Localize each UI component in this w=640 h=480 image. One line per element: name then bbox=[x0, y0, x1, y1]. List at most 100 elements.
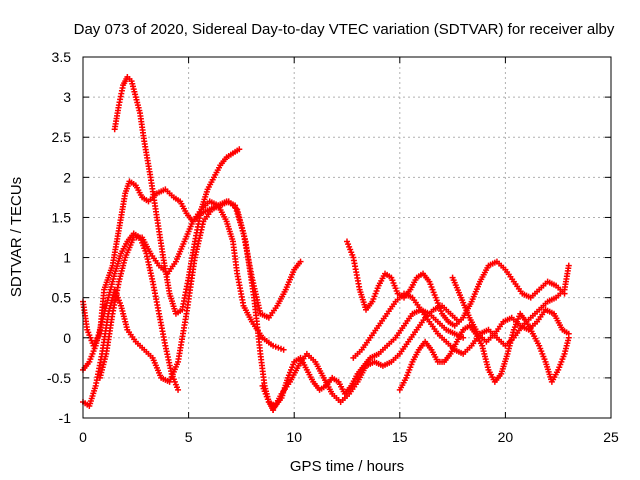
trace-segment bbox=[285, 361, 297, 379]
trace-segment bbox=[428, 312, 439, 323]
x-tick-label: 5 bbox=[185, 429, 193, 445]
trace-segment bbox=[485, 332, 496, 343]
trace-segment bbox=[419, 309, 431, 323]
trace-segment bbox=[535, 309, 547, 323]
trace-segment bbox=[87, 345, 98, 363]
trace-segment bbox=[182, 220, 195, 243]
trace-segment bbox=[293, 356, 302, 364]
trace-segment bbox=[436, 320, 448, 331]
trace-segment bbox=[267, 400, 277, 408]
trace-segment bbox=[185, 212, 195, 223]
trace-segment bbox=[305, 369, 315, 383]
trace-segment bbox=[449, 312, 460, 323]
trace-segment bbox=[141, 141, 154, 178]
trace-segment bbox=[521, 291, 532, 300]
chart-title: Day 073 of 2020, Sidereal Day-to-day VTE… bbox=[74, 21, 615, 38]
trace-segment bbox=[512, 281, 524, 295]
trace-segment bbox=[267, 305, 279, 319]
trace-segment bbox=[562, 265, 572, 290]
trace-segment bbox=[415, 317, 427, 331]
trace-segment bbox=[230, 241, 240, 274]
trace-segment bbox=[441, 304, 452, 315]
x-tick-label: 0 bbox=[79, 429, 87, 445]
trace-segment bbox=[232, 205, 246, 234]
trace-segment bbox=[133, 234, 143, 241]
x-axis: 0 5 10 15 20 25 bbox=[79, 57, 619, 445]
trace-segment bbox=[283, 269, 297, 291]
series-3 bbox=[80, 230, 182, 393]
trace-segment bbox=[241, 304, 254, 323]
trace-segment bbox=[178, 200, 189, 215]
trace-segment bbox=[519, 323, 530, 332]
trace-segment bbox=[477, 332, 488, 343]
trace-segment bbox=[149, 252, 161, 267]
trace-segment bbox=[411, 297, 423, 311]
trace-segment bbox=[164, 188, 175, 199]
trace-segment bbox=[216, 204, 229, 223]
trace-segment bbox=[225, 151, 234, 159]
trace-segment bbox=[160, 257, 173, 294]
trace-segment bbox=[394, 325, 406, 339]
trace-segment bbox=[129, 80, 139, 98]
trace-segment bbox=[192, 221, 206, 258]
trace-segment bbox=[224, 220, 236, 243]
trace-segment bbox=[408, 277, 419, 291]
trace-segment bbox=[217, 199, 228, 208]
series-4 bbox=[80, 198, 277, 413]
trace-segment bbox=[121, 76, 130, 87]
trace-segment bbox=[345, 241, 356, 258]
y-tick-label: 2.5 bbox=[52, 129, 72, 145]
trace-segment bbox=[305, 352, 317, 363]
series-10 bbox=[396, 310, 572, 393]
trace-segment bbox=[349, 373, 360, 387]
trace-segment bbox=[123, 237, 136, 259]
y-axis-label: SDTVAR / TECUs bbox=[8, 177, 25, 297]
data-point bbox=[565, 330, 572, 337]
trace-segment bbox=[318, 384, 327, 392]
trace-segment bbox=[447, 320, 456, 328]
trace-segment bbox=[498, 353, 510, 375]
trace-segment bbox=[504, 268, 516, 283]
series-2 bbox=[111, 74, 243, 317]
trace-segment bbox=[384, 271, 393, 280]
trace-segment bbox=[390, 352, 401, 363]
trace-segment bbox=[183, 257, 198, 314]
trace-segment bbox=[406, 329, 419, 343]
trace-segment bbox=[166, 260, 178, 275]
trace-segment bbox=[114, 217, 124, 242]
trace-segment bbox=[459, 297, 472, 319]
trace-segment bbox=[493, 372, 503, 383]
trace-segment bbox=[225, 199, 236, 208]
y-tick-label: -0.5 bbox=[47, 370, 71, 386]
trace-segment bbox=[369, 351, 380, 360]
trace-segment bbox=[154, 217, 166, 258]
trace-segment bbox=[529, 308, 541, 319]
trace-segment bbox=[445, 340, 456, 351]
trace-segment bbox=[427, 281, 438, 298]
data-point bbox=[232, 202, 239, 209]
trace-segment bbox=[288, 365, 301, 383]
trace-segment bbox=[134, 340, 146, 351]
plot-frame bbox=[82, 56, 612, 419]
trace-segment bbox=[478, 264, 491, 283]
trace-segment bbox=[118, 305, 130, 331]
trace-segment bbox=[546, 279, 557, 288]
trace-segment bbox=[377, 344, 389, 355]
trace-segment bbox=[552, 313, 565, 331]
data-point bbox=[280, 346, 287, 353]
trace-segment bbox=[550, 369, 560, 383]
trace-segment bbox=[453, 347, 465, 356]
trace-segment bbox=[424, 308, 435, 319]
trace-segment bbox=[343, 384, 353, 395]
trace-segment bbox=[403, 291, 414, 300]
trace-segment bbox=[260, 385, 271, 403]
trace-segment bbox=[257, 353, 268, 386]
trace-segment bbox=[311, 380, 321, 391]
trace-segment bbox=[331, 376, 340, 384]
trace-segment bbox=[402, 313, 414, 327]
trace-segment bbox=[445, 327, 456, 336]
trace-segment bbox=[272, 343, 284, 352]
trace-segment bbox=[249, 277, 263, 314]
trace-segment bbox=[433, 297, 444, 315]
